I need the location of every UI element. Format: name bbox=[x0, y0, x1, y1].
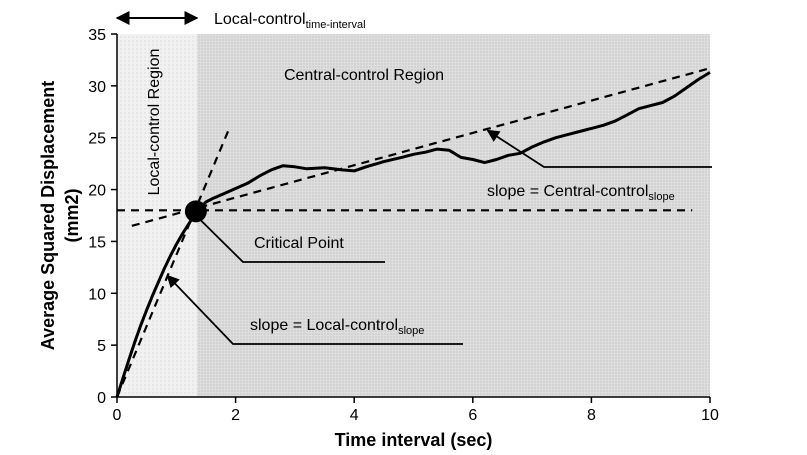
local-control-region bbox=[117, 34, 198, 397]
central-region-label: Central-control Region bbox=[284, 67, 444, 84]
x-tick-label: 6 bbox=[468, 407, 477, 424]
critical-point-marker bbox=[184, 200, 207, 223]
x-tick-label: 10 bbox=[701, 407, 719, 424]
local-region-label: Local-control Region bbox=[146, 49, 163, 196]
local-slope-subscript: slope bbox=[398, 325, 424, 337]
y-tick-label: 30 bbox=[88, 79, 106, 96]
central-slope-subscript: slope bbox=[648, 191, 674, 203]
x-axis-title: Time interval (sec) bbox=[335, 430, 493, 450]
central-control-region bbox=[197, 34, 710, 397]
y-tick-label: 25 bbox=[88, 131, 106, 148]
y-tick-label: 35 bbox=[88, 27, 106, 44]
reference-line-2 bbox=[131, 67, 711, 227]
critical-point-leader bbox=[199, 218, 385, 263]
y-tick-label: 5 bbox=[97, 338, 106, 355]
central-slope-label: slope = Central-controlslope bbox=[487, 183, 675, 203]
x-tick-label: 2 bbox=[231, 407, 240, 424]
y-tick-label: 10 bbox=[88, 286, 106, 303]
central-slope-leader bbox=[486, 129, 712, 168]
y-tick-label: 20 bbox=[88, 183, 106, 200]
local-slope-label: slope = Local-controlslope bbox=[250, 317, 424, 337]
local-slope-leader bbox=[166, 274, 463, 345]
interval-label: Local-controltime-interval bbox=[214, 11, 366, 31]
interval-label-subscript: time-interval bbox=[306, 19, 366, 31]
y-axis-title-line1: Average Squared Displacement bbox=[38, 81, 58, 350]
y-tick-label: 0 bbox=[97, 390, 106, 407]
x-tick-label: 0 bbox=[113, 407, 122, 424]
x-tick-label: 8 bbox=[587, 407, 596, 424]
critical-point-label: Critical Point bbox=[254, 235, 344, 252]
x-tick-label: 4 bbox=[350, 407, 359, 424]
y-axis-title-line2: (mm2) bbox=[62, 188, 82, 242]
reference-line-1 bbox=[115, 126, 231, 398]
series-line-1 bbox=[115, 71, 711, 398]
y-tick-label: 15 bbox=[88, 234, 106, 251]
